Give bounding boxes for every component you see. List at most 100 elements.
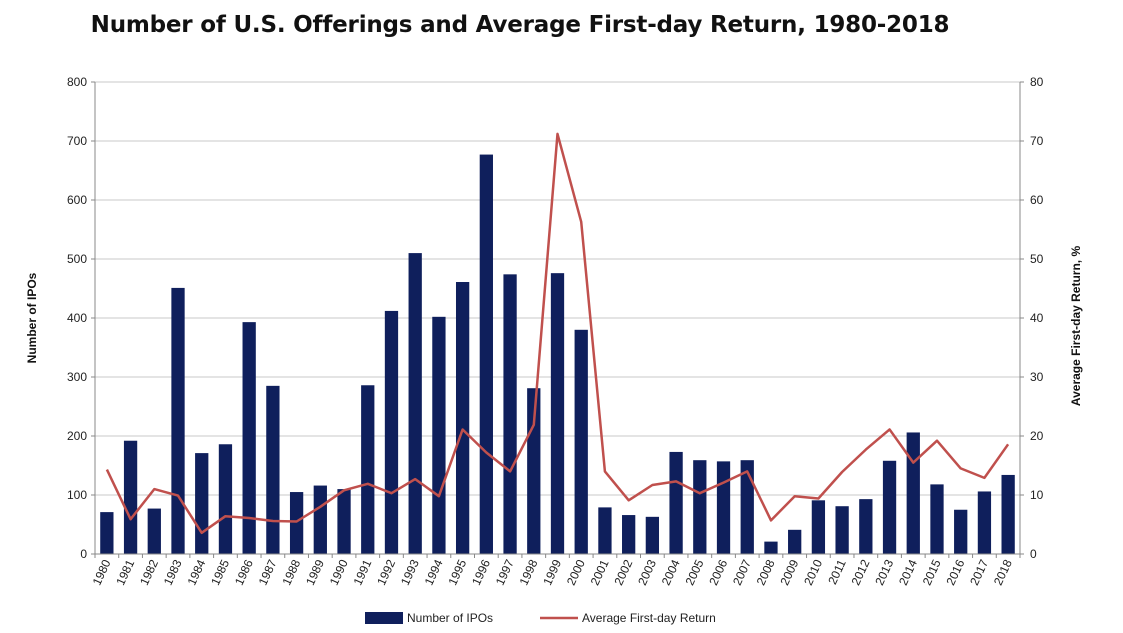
y2-tick-label: 20 [1030, 429, 1044, 443]
y-tick-label: 0 [80, 547, 87, 561]
bar [1001, 474, 1015, 554]
bar [479, 154, 493, 554]
x-tick-label: 1992 [374, 557, 398, 587]
x-tick-label: 1993 [398, 557, 422, 587]
x-tick-label: 2010 [801, 557, 825, 587]
bar [100, 512, 114, 554]
bar [954, 509, 968, 554]
chart-title: Number of U.S. Offerings and Average Fir… [90, 12, 950, 38]
x-tick-label: 1989 [303, 557, 327, 587]
bar [977, 491, 992, 554]
x-tick-label: 1999 [540, 557, 564, 587]
y2-tick-label: 60 [1030, 193, 1044, 207]
bar [503, 274, 517, 554]
x-tick-label: 1986 [232, 557, 256, 587]
bar [882, 460, 897, 554]
x-tick-label: 1991 [351, 557, 375, 587]
y2-tick-label: 70 [1030, 134, 1044, 148]
y2-tick-label: 40 [1030, 311, 1044, 325]
x-tick-label: 2003 [635, 557, 659, 587]
legend-label-bars: Number of IPOs [407, 611, 493, 625]
bar [242, 322, 256, 554]
bar [811, 500, 826, 554]
y2-axis-title: Average First-day Return, % [1069, 246, 1083, 407]
bar [669, 451, 683, 554]
bar [266, 385, 280, 554]
y-axis-title: Number of IPOs [25, 272, 39, 363]
bar [645, 516, 660, 554]
return-line [105, 132, 1010, 535]
x-tick-label: 1998 [517, 557, 541, 587]
bar [408, 253, 422, 554]
legend-label-line: Average First-day Return [582, 611, 716, 625]
bar [147, 508, 161, 554]
bar [455, 282, 470, 554]
x-tick-label: 2009 [777, 557, 801, 587]
x-tick-label: 1984 [184, 557, 208, 587]
line-series [105, 132, 1010, 535]
x-tick-label: 2002 [611, 557, 635, 587]
bar [859, 499, 873, 554]
bar [123, 440, 138, 554]
x-tick-label: 1981 [113, 557, 137, 587]
y-tick-label: 300 [67, 370, 87, 384]
axes [91, 81, 1024, 558]
x-tick-label: 2004 [659, 557, 683, 587]
x-tick-label: 1983 [161, 557, 185, 587]
bar [361, 385, 375, 554]
legend: Number of IPOs Average First-day Return [365, 611, 716, 625]
x-tick-label: 2000 [564, 557, 588, 587]
y2-tick-label: 30 [1030, 370, 1044, 384]
bar [598, 507, 612, 554]
x-tick-label: 2014 [896, 557, 920, 587]
x-tick-label: 1994 [422, 557, 446, 587]
x-tick-label: 2018 [991, 557, 1015, 587]
x-tick-label: 2001 [588, 557, 612, 587]
x-tick-label: 2006 [706, 557, 730, 587]
x-tick-label: 1995 [445, 557, 469, 587]
bar [313, 485, 327, 554]
bar [550, 273, 565, 554]
y-tick-label: 800 [67, 75, 87, 89]
x-tick-label: 1997 [493, 557, 517, 587]
bar [432, 316, 446, 554]
x-tick-label: 1987 [256, 557, 280, 587]
y-tick-label: 400 [67, 311, 87, 325]
bar [906, 432, 920, 554]
y-tick-label: 100 [67, 488, 87, 502]
bar [622, 515, 636, 554]
bar [764, 541, 778, 554]
x-tick-label: 1990 [327, 557, 351, 587]
x-tick-label: 2011 [825, 557, 849, 587]
y2-tick-label: 50 [1030, 252, 1044, 266]
x-tick-label: 2007 [730, 557, 754, 587]
y2-tick-label: 0 [1030, 547, 1037, 561]
bar [218, 444, 233, 554]
x-tick-label: 2008 [754, 557, 778, 587]
x-tick-label: 1985 [208, 557, 232, 587]
x-tick-label: 2016 [943, 557, 967, 587]
y-tick-label: 500 [67, 252, 87, 266]
y2-tick-label: 80 [1030, 75, 1044, 89]
x-tick-label: 2012 [849, 557, 873, 587]
bar [337, 489, 351, 554]
bar [930, 484, 944, 554]
bar [195, 453, 209, 554]
x-tick-label: 2015 [920, 557, 944, 587]
bar [835, 506, 849, 554]
bar [384, 310, 399, 554]
x-tick-label: 1988 [279, 557, 303, 587]
x-tick-label: 2013 [872, 557, 896, 587]
bar [289, 492, 304, 554]
bar [574, 329, 588, 554]
bar [740, 460, 754, 554]
bar [788, 529, 802, 554]
y-tick-label: 600 [67, 193, 87, 207]
x-tick-label: 2017 [967, 557, 991, 587]
bar-series [100, 154, 1015, 554]
x-tick-label: 2005 [683, 557, 707, 587]
bar [171, 287, 185, 554]
legend-swatch-bars [365, 612, 403, 624]
y-tick-label: 200 [67, 429, 87, 443]
